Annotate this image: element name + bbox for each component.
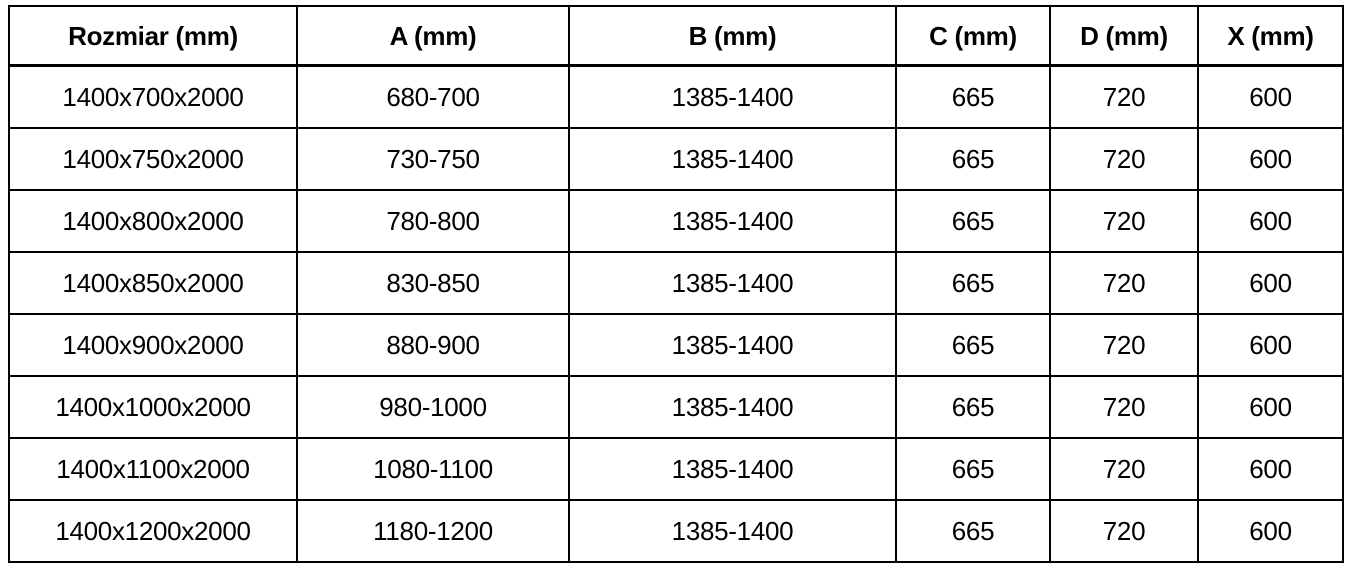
cell-b: 1385-1400 — [568, 127, 897, 191]
cell-rozmiar: 1400x850x2000 — [8, 251, 298, 315]
cell-b: 1385-1400 — [568, 189, 897, 253]
cell-a: 680-700 — [296, 64, 570, 129]
table-row: 1400x850x2000 830-850 1385-1400 665 720 … — [8, 251, 1344, 315]
cell-b: 1385-1400 — [568, 499, 897, 563]
cell-rozmiar: 1400x1000x2000 — [8, 375, 298, 439]
table-body: 1400x700x2000 680-700 1385-1400 665 720 … — [8, 64, 1344, 563]
column-header-b: B (mm) — [568, 5, 897, 67]
column-header-x: X (mm) — [1197, 5, 1344, 67]
table-row: 1400x800x2000 780-800 1385-1400 665 720 … — [8, 189, 1344, 253]
cell-a: 880-900 — [296, 313, 570, 377]
cell-d: 720 — [1049, 189, 1199, 253]
column-header-c: C (mm) — [895, 5, 1051, 67]
table-row: 1400x900x2000 880-900 1385-1400 665 720 … — [8, 313, 1344, 377]
cell-a: 1180-1200 — [296, 499, 570, 563]
cell-b: 1385-1400 — [568, 64, 897, 129]
column-header-d: D (mm) — [1049, 5, 1199, 67]
cell-rozmiar: 1400x1100x2000 — [8, 437, 298, 501]
table-row: 1400x750x2000 730-750 1385-1400 665 720 … — [8, 127, 1344, 191]
size-table: Rozmiar (mm) A (mm) B (mm) C (mm) D (mm)… — [8, 5, 1344, 563]
cell-d: 720 — [1049, 375, 1199, 439]
cell-d: 720 — [1049, 313, 1199, 377]
cell-rozmiar: 1400x750x2000 — [8, 127, 298, 191]
cell-a: 1080-1100 — [296, 437, 570, 501]
cell-rozmiar: 1400x700x2000 — [8, 64, 298, 129]
cell-d: 720 — [1049, 64, 1199, 129]
cell-a: 730-750 — [296, 127, 570, 191]
cell-x: 600 — [1197, 127, 1344, 191]
cell-c: 665 — [895, 499, 1051, 563]
cell-x: 600 — [1197, 189, 1344, 253]
column-header-a: A (mm) — [296, 5, 570, 67]
cell-rozmiar: 1400x800x2000 — [8, 189, 298, 253]
cell-x: 600 — [1197, 375, 1344, 439]
cell-a: 980-1000 — [296, 375, 570, 439]
cell-d: 720 — [1049, 127, 1199, 191]
cell-c: 665 — [895, 189, 1051, 253]
cell-x: 600 — [1197, 499, 1344, 563]
cell-x: 600 — [1197, 437, 1344, 501]
cell-c: 665 — [895, 251, 1051, 315]
cell-a: 830-850 — [296, 251, 570, 315]
cell-d: 720 — [1049, 437, 1199, 501]
cell-rozmiar: 1400x900x2000 — [8, 313, 298, 377]
header-row: Rozmiar (mm) A (mm) B (mm) C (mm) D (mm)… — [8, 5, 1344, 67]
cell-b: 1385-1400 — [568, 437, 897, 501]
column-header-rozmiar: Rozmiar (mm) — [8, 5, 298, 67]
cell-x: 600 — [1197, 64, 1344, 129]
cell-x: 600 — [1197, 251, 1344, 315]
cell-c: 665 — [895, 127, 1051, 191]
cell-rozmiar: 1400x1200x2000 — [8, 499, 298, 563]
cell-x: 600 — [1197, 313, 1344, 377]
size-table-container: Rozmiar (mm) A (mm) B (mm) C (mm) D (mm)… — [8, 5, 1344, 563]
cell-a: 780-800 — [296, 189, 570, 253]
table-row: 1400x1000x2000 980-1000 1385-1400 665 72… — [8, 375, 1344, 439]
cell-b: 1385-1400 — [568, 313, 897, 377]
cell-c: 665 — [895, 437, 1051, 501]
cell-d: 720 — [1049, 499, 1199, 563]
table-row: 1400x700x2000 680-700 1385-1400 665 720 … — [8, 64, 1344, 129]
cell-d: 720 — [1049, 251, 1199, 315]
cell-b: 1385-1400 — [568, 251, 897, 315]
cell-c: 665 — [895, 375, 1051, 439]
cell-c: 665 — [895, 313, 1051, 377]
cell-c: 665 — [895, 64, 1051, 129]
table-row: 1400x1200x2000 1180-1200 1385-1400 665 7… — [8, 499, 1344, 563]
table-row: 1400x1100x2000 1080-1100 1385-1400 665 7… — [8, 437, 1344, 501]
cell-b: 1385-1400 — [568, 375, 897, 439]
